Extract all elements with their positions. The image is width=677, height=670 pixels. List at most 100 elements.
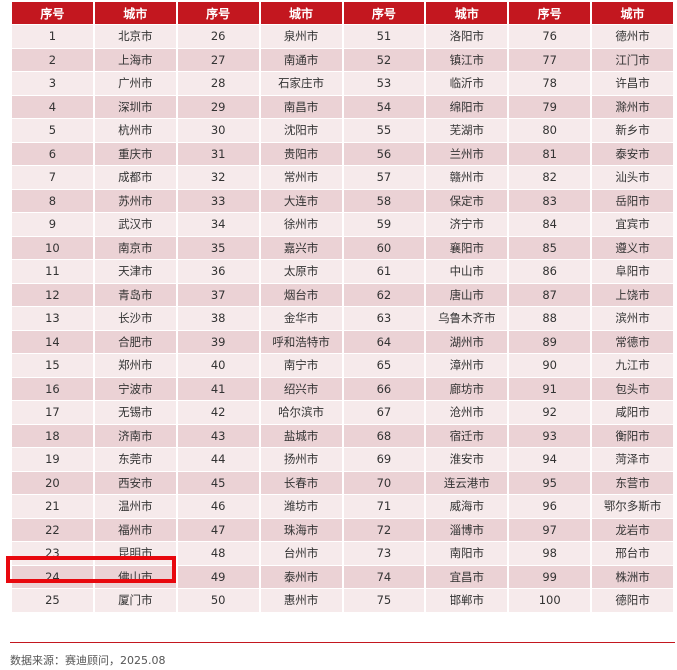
rank-cell: 27 <box>177 48 259 71</box>
rank-cell: 50 <box>177 589 259 612</box>
city-cell: 兰州市 <box>426 142 508 165</box>
city-cell: 许昌市 <box>592 72 673 95</box>
city-cell: 襄阳市 <box>426 236 508 259</box>
table-row: 21 温州市 46 潍坊市 71 威海市 96 鄂尔多斯市 <box>12 495 673 518</box>
table-row: 25 厦门市 50 惠州市 75 邯郸市 100 德阳市 <box>12 589 673 612</box>
table-row: 9 武汉市 34 徐州市 59 济宁市 84 宜宾市 <box>12 213 673 236</box>
city-cell: 淮安市 <box>426 448 508 471</box>
rank-cell: 22 <box>12 518 93 541</box>
rank-cell: 92 <box>509 401 591 424</box>
rank-cell: 95 <box>509 471 591 494</box>
rank-cell: 18 <box>12 424 93 447</box>
city-cell: 重庆市 <box>94 142 176 165</box>
rank-cell: 58 <box>343 189 425 212</box>
rank-cell: 1 <box>12 25 93 48</box>
city-cell: 连云港市 <box>426 471 508 494</box>
header-rank: 序号 <box>343 2 425 24</box>
rank-cell: 30 <box>177 119 259 142</box>
city-cell: 阜阳市 <box>592 260 673 283</box>
table-row: 15 郑州市 40 南宁市 65 漳州市 90 九江市 <box>12 354 673 377</box>
header-city: 城市 <box>592 2 673 24</box>
table-row: 7 成都市 32 常州市 57 赣州市 82 汕头市 <box>12 166 673 189</box>
city-cell: 长春市 <box>260 471 342 494</box>
rank-cell: 90 <box>509 354 591 377</box>
city-cell: 岳阳市 <box>592 189 673 212</box>
city-cell: 武汉市 <box>94 213 176 236</box>
rank-cell: 47 <box>177 518 259 541</box>
city-cell: 东营市 <box>592 471 673 494</box>
highlight-box <box>6 556 176 583</box>
city-cell: 北京市 <box>94 25 176 48</box>
rank-cell: 38 <box>177 307 259 330</box>
table-row: 8 苏州市 33 大连市 58 保定市 83 岳阳市 <box>12 189 673 212</box>
rank-cell: 4 <box>12 95 93 118</box>
rank-cell: 62 <box>343 283 425 306</box>
table-row: 17 无锡市 42 哈尔滨市 67 沧州市 92 咸阳市 <box>12 401 673 424</box>
rank-cell: 72 <box>343 518 425 541</box>
city-cell: 烟台市 <box>260 283 342 306</box>
rank-cell: 66 <box>343 377 425 400</box>
rank-cell: 60 <box>343 236 425 259</box>
table-row: 14 合肥市 39 呼和浩特市 64 湖州市 89 常德市 <box>12 330 673 353</box>
city-cell: 扬州市 <box>260 448 342 471</box>
city-cell: 金华市 <box>260 307 342 330</box>
rank-cell: 78 <box>509 72 591 95</box>
rank-cell: 35 <box>177 236 259 259</box>
city-cell: 上海市 <box>94 48 176 71</box>
city-cell: 包头市 <box>592 377 673 400</box>
rank-cell: 2 <box>12 48 93 71</box>
table-row: 6 重庆市 31 贵阳市 56 兰州市 81 泰安市 <box>12 142 673 165</box>
city-cell: 徐州市 <box>260 213 342 236</box>
rank-cell: 61 <box>343 260 425 283</box>
city-cell: 呼和浩特市 <box>260 330 342 353</box>
rank-cell: 28 <box>177 72 259 95</box>
city-cell: 东莞市 <box>94 448 176 471</box>
city-cell: 泰安市 <box>592 142 673 165</box>
city-cell: 南昌市 <box>260 95 342 118</box>
rank-cell: 68 <box>343 424 425 447</box>
table-row: 16 宁波市 41 绍兴市 66 廊坊市 91 包头市 <box>12 377 673 400</box>
rank-cell: 46 <box>177 495 259 518</box>
rank-cell: 44 <box>177 448 259 471</box>
rank-cell: 36 <box>177 260 259 283</box>
city-cell: 南宁市 <box>260 354 342 377</box>
table-row: 4 深圳市 29 南昌市 54 绵阳市 79 滁州市 <box>12 95 673 118</box>
rank-cell: 15 <box>12 354 93 377</box>
header-city: 城市 <box>260 2 342 24</box>
table-row: 22 福州市 47 珠海市 72 淄博市 97 龙岩市 <box>12 518 673 541</box>
rank-cell: 37 <box>177 283 259 306</box>
rank-cell: 87 <box>509 283 591 306</box>
city-cell: 淄博市 <box>426 518 508 541</box>
city-cell: 衡阳市 <box>592 424 673 447</box>
rank-cell: 96 <box>509 495 591 518</box>
city-cell: 德州市 <box>592 25 673 48</box>
rank-cell: 56 <box>343 142 425 165</box>
rank-cell: 70 <box>343 471 425 494</box>
city-cell: 常德市 <box>592 330 673 353</box>
rank-cell: 43 <box>177 424 259 447</box>
city-cell: 济南市 <box>94 424 176 447</box>
rank-cell: 89 <box>509 330 591 353</box>
rank-cell: 81 <box>509 142 591 165</box>
city-cell: 临沂市 <box>426 72 508 95</box>
city-cell: 宜宾市 <box>592 213 673 236</box>
city-cell: 西安市 <box>94 471 176 494</box>
rank-cell: 16 <box>12 377 93 400</box>
rank-cell: 26 <box>177 25 259 48</box>
rank-cell: 98 <box>509 542 591 565</box>
rank-cell: 41 <box>177 377 259 400</box>
rank-cell: 54 <box>343 95 425 118</box>
city-cell: 宿迁市 <box>426 424 508 447</box>
city-cell: 台州市 <box>260 542 342 565</box>
rank-cell: 34 <box>177 213 259 236</box>
rank-cell: 3 <box>12 72 93 95</box>
city-cell: 惠州市 <box>260 589 342 612</box>
rank-cell: 40 <box>177 354 259 377</box>
city-cell: 鄂尔多斯市 <box>592 495 673 518</box>
city-cell: 南阳市 <box>426 542 508 565</box>
rank-cell: 29 <box>177 95 259 118</box>
table-row: 10 南京市 35 嘉兴市 60 襄阳市 85 遵义市 <box>12 236 673 259</box>
rank-cell: 20 <box>12 471 93 494</box>
rank-cell: 67 <box>343 401 425 424</box>
city-cell: 株洲市 <box>592 565 673 588</box>
